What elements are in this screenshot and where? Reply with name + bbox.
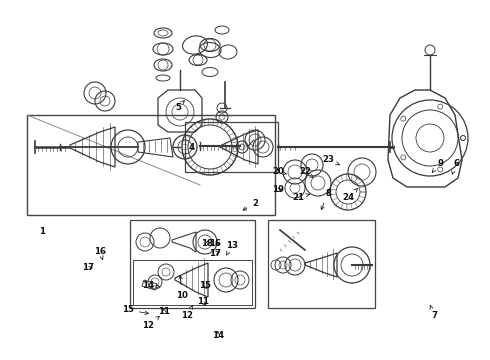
Text: 15: 15 [122,306,148,315]
Text: 17: 17 [82,264,94,273]
Bar [268,220,375,308]
Bar [185,122,278,172]
Text: 8: 8 [321,189,331,210]
Text: 11: 11 [158,306,170,315]
Text: 1: 1 [39,228,45,237]
Text: 6: 6 [452,158,459,174]
Text: 7: 7 [430,305,437,320]
Text: 12: 12 [181,305,193,320]
Text: 20: 20 [272,167,287,176]
Text: 19: 19 [272,185,284,194]
Text: 14: 14 [142,280,160,289]
Text: 15: 15 [199,280,211,289]
Text: 5: 5 [175,100,184,112]
Bar [130,220,255,308]
Text: 12: 12 [142,316,159,329]
Text: 23: 23 [322,156,340,165]
Bar [27,115,275,215]
Bar [133,260,252,305]
Text: 10: 10 [176,276,188,300]
Text: 24: 24 [342,189,358,202]
Text: 11: 11 [197,297,209,306]
Text: 13: 13 [226,240,238,255]
Text: 14: 14 [212,330,224,339]
Text: 21: 21 [292,194,310,202]
Text: 2: 2 [243,198,258,210]
Text: 18: 18 [201,238,213,248]
Text: 9: 9 [432,158,443,172]
Text: 17: 17 [209,248,221,257]
Text: 16: 16 [209,238,221,248]
Text: 4: 4 [189,143,195,152]
Text: 22: 22 [299,167,314,178]
Text: 16: 16 [94,248,106,260]
